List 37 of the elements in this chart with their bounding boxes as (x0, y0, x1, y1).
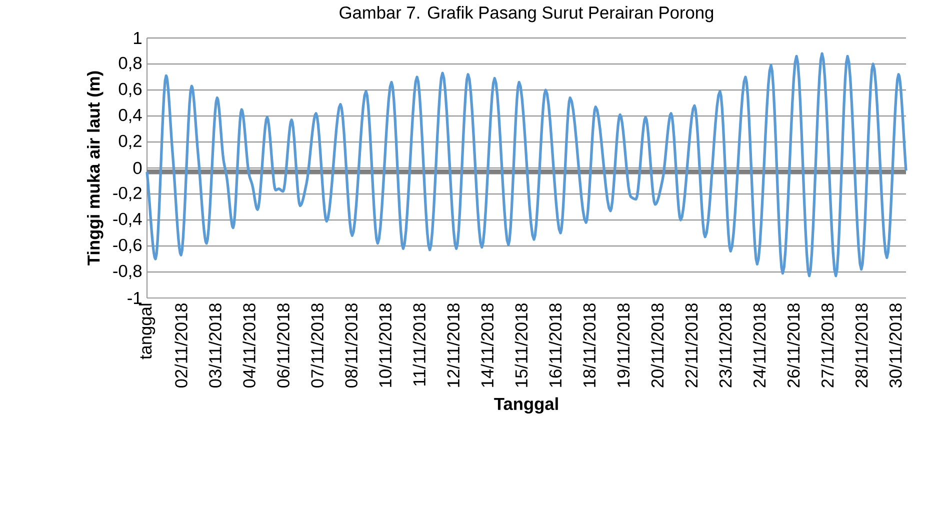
y-tick-label: -0,6 (113, 238, 142, 254)
y-tick-label: -1 (128, 292, 142, 304)
y-tick-label: -0,4 (113, 212, 142, 228)
x-tick-label: 30/11/2018 (889, 303, 902, 388)
x-tick-label: tanggal (138, 304, 156, 360)
x-tick-label: 07/11/2018 (310, 303, 324, 388)
y-tick-label: 0,2 (118, 134, 142, 150)
x-tick-label: 16/11/2018 (548, 303, 562, 387)
x-tick-label: 18/11/2018 (582, 303, 596, 387)
x-tick-label: 04/11/2018 (242, 303, 256, 388)
y-tick-label: 0,8 (118, 56, 142, 72)
y-axis-title: Tinggi muka air laut (m) (87, 71, 104, 266)
x-tick-label: 12/11/2018 (446, 303, 460, 387)
x-tick-label: 06/11/2018 (276, 303, 290, 388)
y-tick-label: 1 (134, 32, 142, 44)
x-tick-label: 27/11/2018 (820, 303, 834, 388)
x-tick-label: 15/11/2018 (514, 303, 528, 387)
x-tick-label: 08/11/2018 (344, 303, 358, 388)
x-tick-label: 23/11/2018 (718, 303, 732, 388)
x-tick-label: 20/11/2018 (650, 303, 664, 388)
y-tick-label: -0,2 (113, 186, 142, 202)
y-tick-label: 0,4 (118, 108, 142, 124)
y-tick-label: 0 (133, 162, 142, 174)
x-tick-label: 22/11/2018 (684, 303, 698, 388)
x-tick-label: 03/11/2018 (208, 303, 222, 388)
x-tick-label: 02/11/2018 (174, 303, 188, 388)
chart-title: Gambar 7. Grafik Pasang Surut Perairan Porong (340, 6, 714, 22)
x-tick-label: 10/11/2018 (378, 303, 392, 387)
x-tick-label: 11/11/2018 (412, 303, 426, 386)
x-tick-label: 19/11/2018 (616, 303, 630, 387)
x-tick-label: 28/11/2018 (854, 303, 868, 388)
x-tick-label: 14/11/2018 (480, 303, 494, 387)
y-tick-label: 0,6 (118, 82, 142, 98)
x-axis-title: Tanggal (494, 397, 558, 414)
y-tick-label: -0,8 (113, 264, 142, 280)
x-tick-label: 26/11/2018 (786, 303, 800, 388)
x-tick-label: 24/11/2018 (752, 303, 766, 388)
